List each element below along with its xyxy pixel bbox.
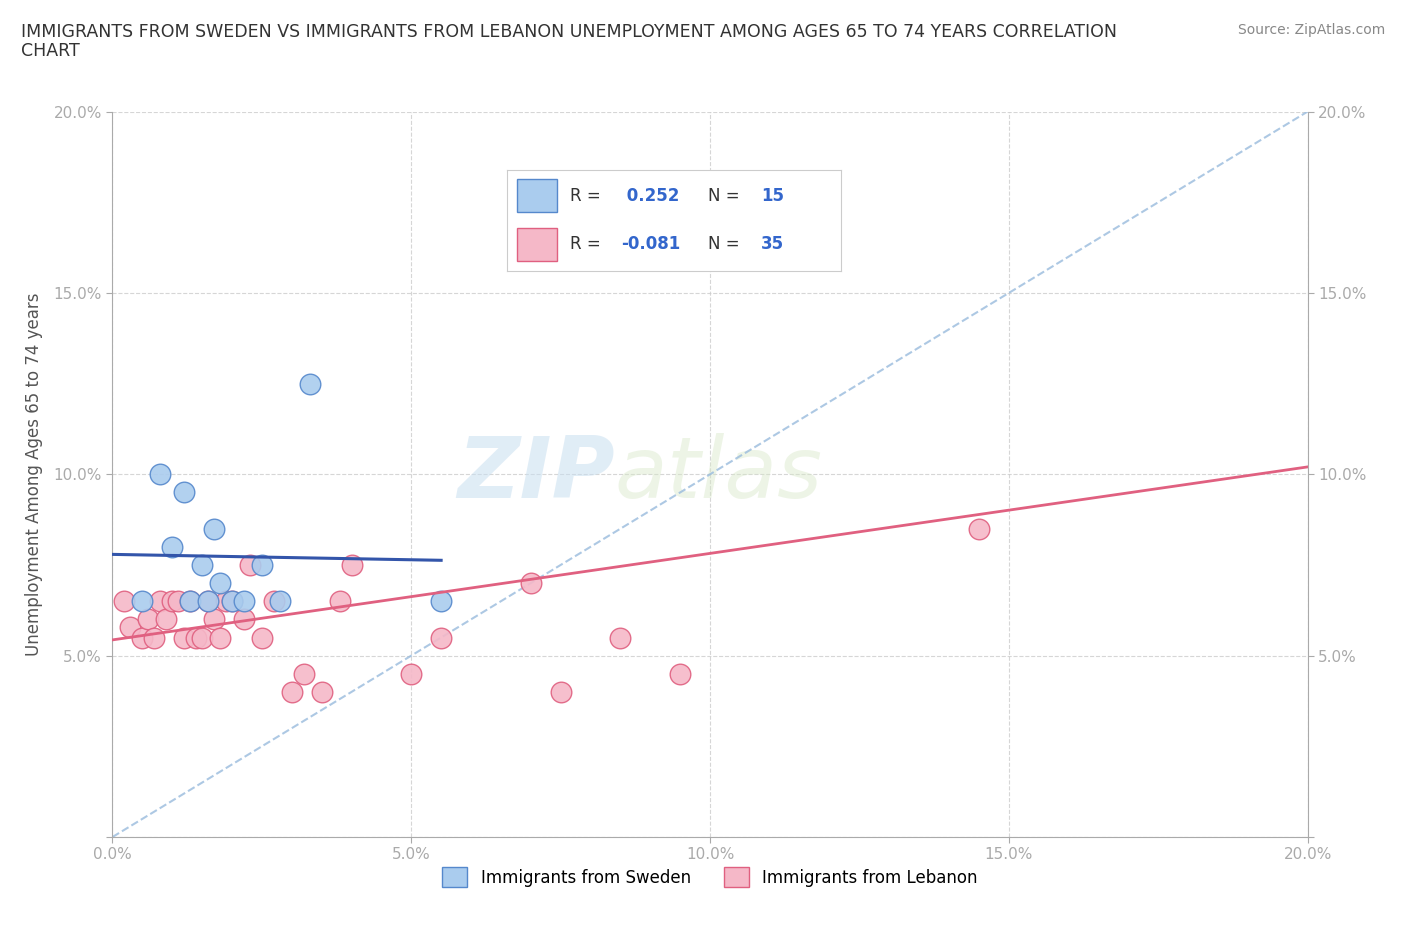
Point <box>298 377 321 392</box>
Point <box>202 612 225 627</box>
Point <box>520 576 543 591</box>
Point <box>728 195 751 210</box>
Text: ZIP: ZIP <box>457 432 614 516</box>
Point <box>209 631 232 645</box>
Point <box>186 631 208 645</box>
Point <box>609 631 631 645</box>
Point <box>340 558 363 573</box>
Point <box>311 684 333 699</box>
Point <box>167 594 190 609</box>
Point <box>149 467 172 482</box>
Legend: Immigrants from Sweden, Immigrants from Lebanon: Immigrants from Sweden, Immigrants from … <box>436 860 984 894</box>
Point <box>269 594 291 609</box>
Point <box>197 594 219 609</box>
Point <box>143 631 166 645</box>
Point <box>967 521 990 536</box>
Point <box>209 576 232 591</box>
Text: IMMIGRANTS FROM SWEDEN VS IMMIGRANTS FROM LEBANON UNEMPLOYMENT AMONG AGES 65 TO : IMMIGRANTS FROM SWEDEN VS IMMIGRANTS FRO… <box>21 23 1118 41</box>
Point <box>162 594 183 609</box>
Point <box>669 667 692 682</box>
Point <box>202 521 225 536</box>
Point <box>263 594 285 609</box>
Point <box>250 558 273 573</box>
Y-axis label: Unemployment Among Ages 65 to 74 years: Unemployment Among Ages 65 to 74 years <box>24 293 42 656</box>
Point <box>221 594 243 609</box>
Point <box>162 539 183 554</box>
Point <box>239 558 262 573</box>
Point <box>281 684 304 699</box>
Point <box>179 594 201 609</box>
Point <box>191 558 214 573</box>
Point <box>173 631 195 645</box>
Point <box>173 485 195 500</box>
Point <box>138 612 160 627</box>
Point <box>233 612 256 627</box>
Point <box>197 594 219 609</box>
Point <box>233 594 256 609</box>
Point <box>215 594 238 609</box>
Point <box>329 594 352 609</box>
Point <box>120 619 142 634</box>
Point <box>550 684 572 699</box>
Point <box>430 594 453 609</box>
Text: Source: ZipAtlas.com: Source: ZipAtlas.com <box>1237 23 1385 37</box>
Point <box>131 594 153 609</box>
Text: CHART: CHART <box>21 42 80 60</box>
Point <box>250 631 273 645</box>
Point <box>114 594 135 609</box>
Point <box>131 631 153 645</box>
Point <box>155 612 177 627</box>
Point <box>430 631 453 645</box>
Point <box>191 631 214 645</box>
Point <box>179 594 201 609</box>
Point <box>292 667 315 682</box>
Point <box>149 594 172 609</box>
Point <box>221 594 243 609</box>
Point <box>401 667 423 682</box>
Text: atlas: atlas <box>614 432 823 516</box>
